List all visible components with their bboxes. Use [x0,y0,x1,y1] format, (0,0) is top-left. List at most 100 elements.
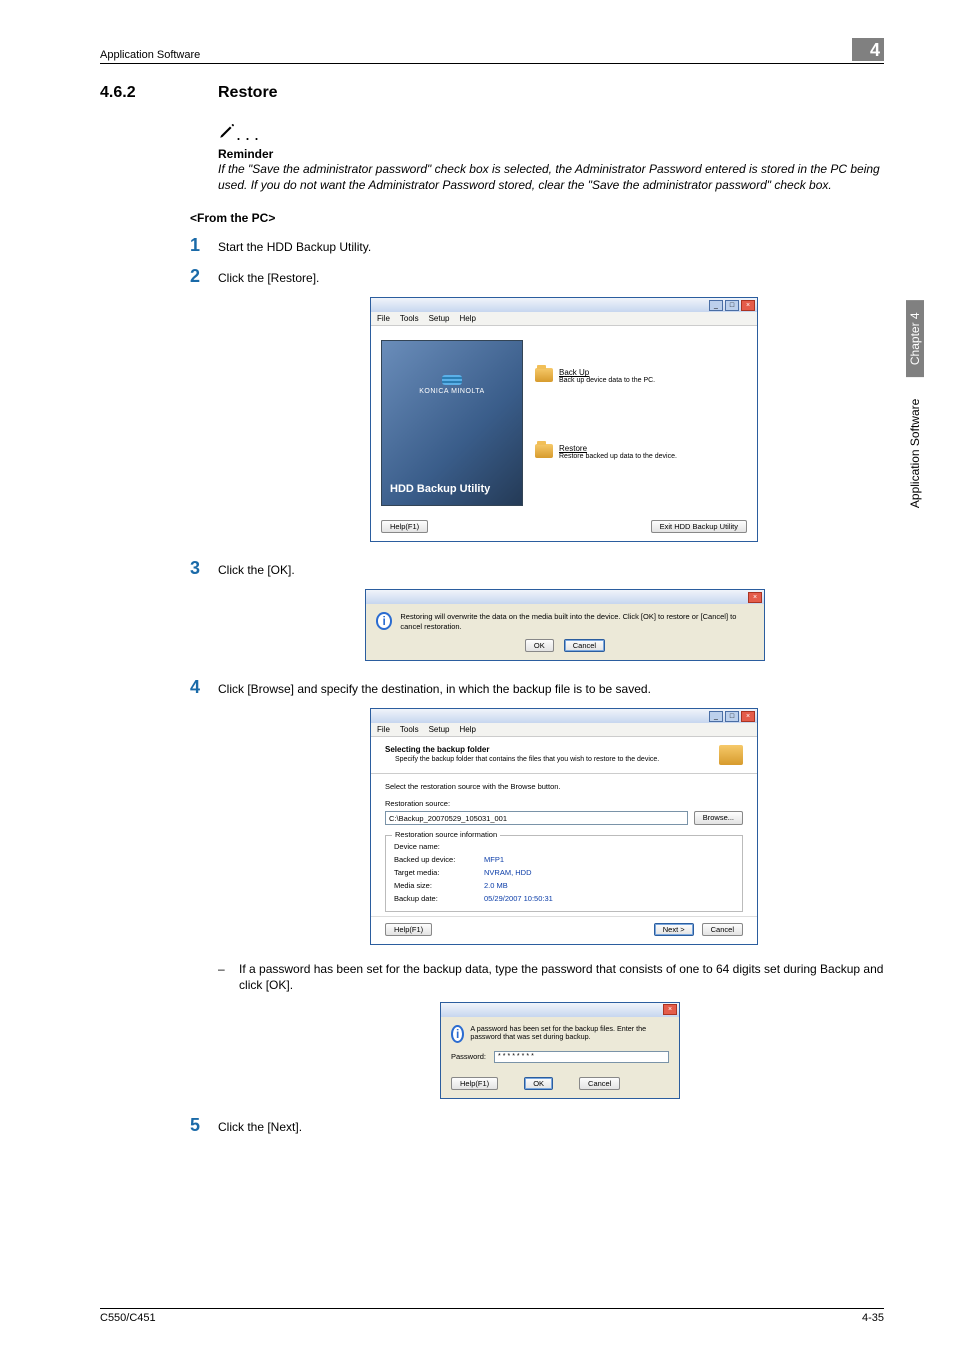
confirm-text: Restoring will overwrite the data on the… [400,612,754,631]
menu-help[interactable]: Help [459,314,475,323]
wizard-heading: Selecting the backup folder [385,745,659,754]
footer-page: 4-35 [862,1312,884,1324]
page-footer: C550/C451 4-35 [100,1308,884,1324]
password-dialog: × i A password has been set for the back… [440,1002,680,1099]
step-text: Click the [OK]. [218,562,295,578]
target-media-label: Target media: [394,868,484,877]
close-icon[interactable]: × [748,592,762,603]
reminder-dots: ... [236,124,263,145]
brand-panel: KONICA MINOLTA HDD Backup Utility [381,340,523,506]
folder-down-icon [535,444,553,458]
ok-button[interactable]: OK [525,639,554,652]
title-bar: × [441,1003,679,1017]
menu-help[interactable]: Help [459,725,475,734]
cancel-button[interactable]: Cancel [702,923,743,936]
running-head-text: Application Software [100,49,200,61]
menu-tools[interactable]: Tools [400,314,419,323]
cancel-button[interactable]: Cancel [564,639,605,652]
step-number: 3 [190,558,218,579]
restore-label: Restore [559,444,587,453]
step-text: Click the [Next]. [218,1119,302,1135]
menu-file[interactable]: File [377,314,390,323]
restoration-source-input[interactable] [385,811,688,825]
backed-up-value: MFP1 [484,855,734,864]
side-label: Application Software [908,399,922,508]
dash-bullet: – [218,961,229,993]
help-button[interactable]: Help(F1) [385,923,432,936]
section-title: Restore [218,84,278,102]
pencil-icon [218,122,236,145]
step-5: 5 Click the [Next]. [190,1115,884,1136]
menu-tools[interactable]: Tools [400,725,419,734]
step-4: 4 Click [Browse] and specify the destina… [190,677,884,698]
maximize-icon[interactable]: □ [725,300,739,311]
password-label: Password: [451,1052,486,1061]
step-text: Click [Browse] and specify the destinati… [218,681,651,697]
device-name-value [484,842,734,851]
step-1: 1 Start the HDD Backup Utility. [190,235,884,256]
folder-up-icon [535,368,553,382]
restore-option[interactable]: Restore Restore backed up data to the de… [535,444,737,460]
source-info-group: Restoration source information Device na… [385,835,743,912]
side-tab: Application Software Chapter 4 [906,300,924,508]
group-legend: Restoration source information [392,830,500,839]
minimize-icon[interactable]: _ [709,711,723,722]
restore-sub: Restore backed up data to the device. [559,453,677,460]
title-bar: × [366,590,764,604]
exit-button[interactable]: Exit HDD Backup Utility [651,520,747,533]
running-header: Application Software 4 [100,38,884,64]
help-button[interactable]: Help(F1) [381,520,428,533]
substep-text: If a password has been set for the backu… [239,961,884,993]
chapter-badge: 4 [852,38,884,61]
utility-title: HDD Backup Utility [390,483,514,495]
password-prompt-text: A password has been set for the backup f… [470,1025,669,1043]
section-heading: 4.6.2 Restore [100,84,884,102]
step-number: 2 [190,266,218,287]
step-number: 1 [190,235,218,256]
media-size-value: 2.0 MB [484,881,734,890]
step-number: 5 [190,1115,218,1136]
backup-date-label: Backup date: [394,894,484,903]
step-2: 2 Click the [Restore]. [190,266,884,287]
restoration-source-label: Restoration source: [385,799,743,808]
menu-bar: File Tools Setup Help [371,312,757,326]
menu-setup[interactable]: Setup [429,314,450,323]
title-bar: _ □ × [371,709,757,723]
close-icon[interactable]: × [663,1004,677,1015]
minimize-icon[interactable]: _ [709,300,723,311]
info-icon: i [451,1025,464,1043]
cancel-button[interactable]: Cancel [579,1077,620,1090]
menu-setup[interactable]: Setup [429,725,450,734]
browse-button[interactable]: Browse... [694,811,743,825]
reminder-label: Reminder [218,147,884,161]
target-media-value: NVRAM, HDD [484,868,734,877]
from-pc-subhead: <From the PC> [190,211,884,225]
info-icon: i [376,612,392,630]
next-button[interactable]: Next > [654,923,694,936]
password-input[interactable] [494,1051,669,1063]
step-3: 3 Click the [OK]. [190,558,884,579]
km-logo-icon [442,375,462,385]
menu-bar: File Tools Setup Help [371,723,757,737]
step-4-substep: – If a password has been set for the bac… [218,961,884,993]
backup-sub: Back up device data to the PC. [559,377,655,384]
backup-date-value: 05/29/2007 10:50:31 [484,894,734,903]
hdd-utility-window: _ □ × File Tools Setup Help KONICA MINOL… [370,297,758,542]
step-text: Start the HDD Backup Utility. [218,239,371,255]
menu-file[interactable]: File [377,725,390,734]
backup-option[interactable]: Back Up Back up device data to the PC. [535,368,737,384]
wizard-window: _ □ × File Tools Setup Help Selecting th… [370,708,758,945]
wizard-folder-icon [719,745,743,765]
reminder-block: ... Reminder If the "Save the administra… [218,122,884,193]
close-icon[interactable]: × [741,711,755,722]
wizard-subtext: Specify the backup folder that contains … [395,756,659,763]
step-number: 4 [190,677,218,698]
ok-button[interactable]: OK [524,1077,553,1090]
backup-label: Back Up [559,368,589,377]
device-name-label: Device name: [394,842,484,851]
maximize-icon[interactable]: □ [725,711,739,722]
confirm-dialog: × i Restoring will overwrite the data on… [365,589,765,661]
section-number: 4.6.2 [100,84,218,102]
close-icon[interactable]: × [741,300,755,311]
help-button[interactable]: Help(F1) [451,1077,498,1090]
